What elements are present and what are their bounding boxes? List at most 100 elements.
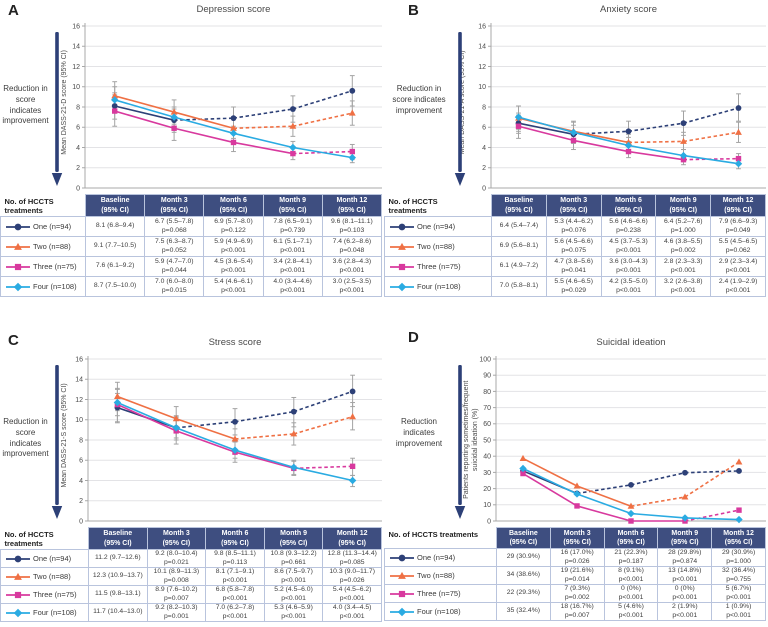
table-cell: 5 (4.6%) p<0.001 bbox=[603, 602, 659, 621]
legend-item: Two (n=88) bbox=[0, 567, 89, 586]
table-row: Two (n=88) 12.3 (10.9–13.7) 10.1 (8.9–11.3… bbox=[0, 567, 382, 586]
legend-label: Three (n=75) bbox=[417, 262, 461, 271]
y-tick-label: 8 bbox=[76, 104, 80, 111]
diamond-marker-icon bbox=[569, 128, 578, 137]
table-header-cell: Month 9 (95% CI) bbox=[262, 194, 323, 217]
improvement-annotation: Reduction indicates improvement bbox=[395, 417, 443, 448]
table-cell: 4.5 (3.6–5.4) p<0.001 bbox=[203, 256, 264, 277]
arrow-down-icon bbox=[454, 32, 466, 186]
triangle-marker-icon bbox=[231, 435, 239, 442]
circle-marker-icon bbox=[735, 105, 742, 111]
table-cell: 2 (1.9%) p<0.001 bbox=[657, 602, 713, 621]
line-chart: 0 10 20 30 40 50 60 70 80 90 100 bbox=[454, 356, 766, 525]
table-corner: No. of HCCTS treatments bbox=[0, 194, 86, 217]
table-cell: 3.6 (2.8–4.3) p<0.001 bbox=[321, 256, 383, 277]
diamond-marker-icon bbox=[681, 514, 689, 522]
y-tick-label: 0 bbox=[76, 185, 80, 192]
circle-marker-icon bbox=[230, 115, 237, 122]
chart-title: Anxiety score bbox=[599, 4, 658, 15]
table-header-cell: Month 12 (95% CI) bbox=[710, 194, 766, 217]
series-triangle bbox=[114, 392, 356, 442]
square-marker-icon bbox=[736, 507, 742, 513]
diamond-marker-icon bbox=[113, 398, 122, 407]
table-cell: 7.0 (6.0–8.0) p=0.015 bbox=[144, 276, 205, 297]
series-circle bbox=[515, 105, 742, 138]
table-header-cell: Month 3 (95% CI) bbox=[545, 194, 602, 217]
legend-item: One (n=94) bbox=[0, 549, 89, 568]
table-cell: 3.6 (3.0–4.3) p<0.001 bbox=[600, 256, 657, 277]
table-cell: 34 (38.6%) bbox=[496, 566, 551, 585]
legend-label: One (n=94) bbox=[33, 222, 72, 231]
y-tick-label: 10 bbox=[483, 502, 491, 509]
y-tick-label: 16 bbox=[75, 356, 83, 363]
legend-label: Four (n=108) bbox=[33, 282, 77, 291]
table-header-cell: Month 3 (95% CI) bbox=[549, 527, 605, 549]
y-axis: 0 10 20 30 40 50 60 70 80 90 100 bbox=[479, 356, 497, 525]
table-row: One (n=94) 29 (30.9%) 16 (17.0%) p=0.026 21 … bbox=[384, 548, 766, 567]
diamond-marker-icon bbox=[111, 96, 119, 104]
table-cell: 4.6 (3.8–5.5) p=0.002 bbox=[655, 236, 712, 257]
y-tick-label: 10 bbox=[72, 84, 80, 91]
diamond-marker-icon bbox=[172, 424, 180, 432]
table-cell: 32 (36.4%) p=0.755 bbox=[711, 566, 766, 585]
table-cell: 29 (30.9%) p=1.000 bbox=[711, 548, 766, 567]
y-tick-label: 14 bbox=[72, 44, 80, 51]
table-row: Four (n=108) 11.7 (10.4–13.0) 9.2 (8.2–10.… bbox=[0, 603, 382, 622]
results-table: No. of HCCTS treatments Baseline (95% CI) M… bbox=[0, 194, 383, 297]
y-tick-label: 2 bbox=[76, 165, 80, 172]
triangle-marker-icon bbox=[114, 392, 121, 399]
square-marker-icon bbox=[290, 150, 296, 157]
table-cell: 28 (29.8%) p=0.874 bbox=[657, 548, 713, 567]
table-row: One (n=94) 11.2 (9.7–12.6) 9.2 (8.0–10.4) p… bbox=[0, 549, 382, 568]
series-diamond bbox=[111, 96, 356, 162]
square-marker-icon bbox=[625, 148, 632, 155]
table-row: Two (n=88) 6.9 (5.6–8.1) 5.6 (4.5–6.6) p=0.… bbox=[384, 236, 766, 257]
y-axis: 0 2 4 6 8 10 12 14 16 bbox=[75, 356, 89, 525]
table-header-cell: Baseline (95% CI) bbox=[496, 527, 551, 549]
table-cell: 2.4 (1.9–2.9) p<0.001 bbox=[710, 276, 766, 297]
panel-b-anxiety: B Anxiety score Reduction in score indic… bbox=[384, 0, 768, 310]
table-cell: 5.3 (4.4–6.2) p=0.076 bbox=[545, 216, 602, 237]
table-cell: 0 (0%) p<0.001 bbox=[603, 584, 659, 603]
results-table: No. of HCCTS treatments Baseline (95% CI) M… bbox=[384, 194, 766, 297]
triangle-marker-icon bbox=[349, 413, 356, 420]
legend-label: Four (n=108) bbox=[417, 607, 461, 616]
table-cell: 5.4 (4.5–6.2) p<0.001 bbox=[322, 585, 382, 604]
diamond-marker-icon bbox=[289, 143, 297, 152]
table-cell: 6.1 (4.9–7.2) bbox=[491, 256, 547, 277]
table-cell: 3.0 (2.5–3.5) p<0.001 bbox=[321, 276, 383, 297]
y-tick-label: 8 bbox=[482, 104, 486, 111]
panel-letter: B bbox=[408, 2, 419, 19]
table-header-cell: Baseline (95% CI) bbox=[84, 194, 146, 217]
table-cell: 4.5 (3.7–5.3) p<0.001 bbox=[600, 236, 657, 257]
diamond-marker-icon bbox=[229, 129, 238, 138]
table-cell: 9.2 (8.2–10.3) p=0.001 bbox=[146, 603, 207, 622]
triangle-marker-icon bbox=[290, 430, 298, 437]
y-tick-label: 2 bbox=[482, 165, 486, 172]
y-tick-label: 70 bbox=[483, 405, 491, 412]
table-row-header-label: No. of HCCTS treatments bbox=[4, 196, 54, 216]
legend-marker-triangle-icon bbox=[6, 572, 30, 580]
table-row: One (n=94) 8.1 (6.8–9.4) 6.7 (5.5–7.8) p=0.… bbox=[0, 216, 383, 237]
chart-title: Suicidal ideation bbox=[596, 337, 666, 348]
square-marker-icon bbox=[398, 590, 406, 597]
improvement-annotation: Reduction in score indicates improvement bbox=[2, 417, 49, 459]
diamond-marker-icon bbox=[290, 463, 298, 472]
diamond-marker-icon bbox=[735, 515, 743, 524]
triangle-marker-icon bbox=[14, 242, 22, 250]
table-cell: 7 (9.3%) p=0.002 bbox=[549, 584, 605, 603]
table-cell: 5.2 (4.5–6.0) p<0.001 bbox=[263, 585, 324, 604]
table-row-header-label: No. of HCCTS treatments bbox=[4, 529, 54, 549]
square-marker-icon bbox=[515, 123, 522, 129]
square-marker-icon bbox=[112, 108, 118, 114]
table-corner: No. of HCCTS treatments bbox=[0, 527, 89, 550]
series-square bbox=[520, 470, 742, 524]
legend-item: Four (n=108) bbox=[384, 276, 492, 297]
table-header-cell: Month 12 (95% CI) bbox=[322, 527, 382, 550]
gridlines bbox=[496, 358, 766, 522]
circle-marker-icon bbox=[14, 223, 22, 230]
legend-label: One (n=94) bbox=[417, 222, 456, 231]
table-cell: 7.0 (6.2–7.8) p<0.001 bbox=[205, 603, 265, 622]
triangle-marker-icon bbox=[627, 502, 635, 509]
table-cell: 5.9 (4.9–6.9) p<0.001 bbox=[203, 236, 264, 257]
